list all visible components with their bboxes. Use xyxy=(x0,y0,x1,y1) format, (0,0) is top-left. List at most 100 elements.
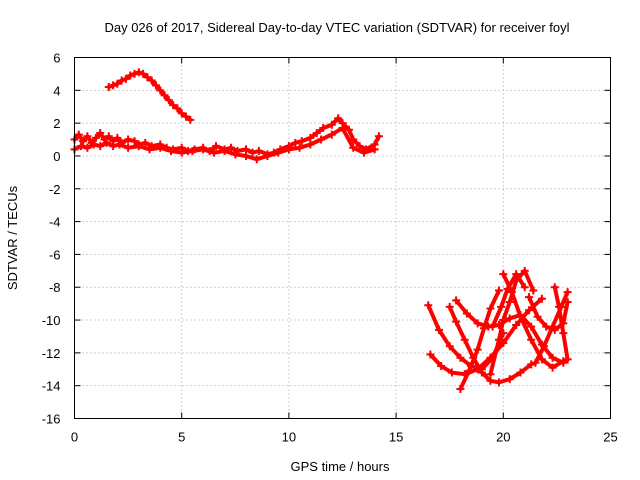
data-point xyxy=(76,142,85,151)
data-point xyxy=(486,304,495,313)
data-point xyxy=(334,114,343,123)
data-point xyxy=(231,150,240,159)
y-tick-label: 6 xyxy=(53,51,60,66)
data-point xyxy=(227,143,236,152)
data-point xyxy=(252,155,261,164)
data-point xyxy=(464,366,473,375)
data-point xyxy=(102,138,111,147)
data-point xyxy=(445,342,454,351)
data-point xyxy=(447,368,456,377)
series-line xyxy=(447,304,534,385)
y-tick-label: -16 xyxy=(42,412,61,427)
data-point xyxy=(248,148,257,157)
data-point xyxy=(555,302,564,311)
data-point xyxy=(533,312,542,321)
data-point xyxy=(452,317,461,326)
x-tick-label: 0 xyxy=(71,430,78,445)
data-point xyxy=(121,74,130,83)
data-point xyxy=(527,360,536,369)
series-sat-j xyxy=(531,288,572,367)
data-point xyxy=(548,322,557,331)
data-point xyxy=(525,293,534,302)
data-point xyxy=(284,145,293,154)
data-point xyxy=(124,143,133,152)
data-point xyxy=(113,79,122,88)
data-point xyxy=(295,143,304,152)
data-point xyxy=(424,301,433,310)
data-point xyxy=(274,148,283,157)
data-point xyxy=(563,355,572,364)
x-tick-label: 15 xyxy=(389,430,403,445)
data-point xyxy=(156,143,165,152)
data-point xyxy=(317,135,326,144)
data-point xyxy=(134,68,143,77)
series-sat-e xyxy=(456,286,504,393)
data-point xyxy=(359,148,368,157)
data-point xyxy=(177,148,186,157)
data-point xyxy=(209,148,218,157)
data-point xyxy=(505,314,514,323)
x-tick-label: 5 xyxy=(178,430,185,445)
data-point xyxy=(151,81,160,90)
chart-title: Day 026 of 2017, Sidereal Day-to-day VTE… xyxy=(104,20,569,35)
data-point xyxy=(499,339,508,348)
data-point xyxy=(495,286,504,295)
y-tick-label: -8 xyxy=(49,280,61,295)
data-point xyxy=(306,140,315,149)
data-point xyxy=(199,145,208,154)
data-point xyxy=(550,283,559,292)
data-point xyxy=(338,124,347,133)
data-point xyxy=(145,145,154,154)
data-point xyxy=(456,353,465,362)
data-point xyxy=(480,324,489,333)
data-point xyxy=(456,384,465,393)
data-point xyxy=(374,132,383,141)
data-point xyxy=(160,91,169,100)
data-point xyxy=(74,130,83,139)
data-point xyxy=(512,320,521,329)
data-point xyxy=(527,335,536,344)
data-point xyxy=(143,73,152,82)
data-point xyxy=(434,325,443,334)
data-point xyxy=(139,69,148,78)
x-tick-label: 20 xyxy=(496,430,510,445)
data-point xyxy=(83,143,92,152)
data-point xyxy=(186,115,195,124)
data-point xyxy=(370,145,379,154)
data-point xyxy=(124,135,133,144)
data-point xyxy=(126,71,135,80)
series-line xyxy=(552,285,570,362)
data-point xyxy=(96,128,105,137)
data-series xyxy=(70,68,572,393)
data-point xyxy=(291,138,300,147)
data-point xyxy=(495,378,504,387)
data-point xyxy=(525,306,534,315)
data-point xyxy=(327,130,336,139)
data-point xyxy=(177,109,186,118)
data-point xyxy=(83,132,92,141)
data-point xyxy=(505,297,514,306)
data-point xyxy=(437,361,446,370)
data-point xyxy=(529,286,538,295)
data-point xyxy=(173,104,182,113)
series-sat-f xyxy=(486,266,538,379)
data-point xyxy=(499,316,508,325)
axis-ticks xyxy=(74,57,611,419)
data-point xyxy=(548,363,557,372)
data-point xyxy=(188,147,197,156)
series-sat-k xyxy=(550,283,572,364)
data-point xyxy=(495,335,504,344)
data-point xyxy=(297,137,306,146)
y-tick-label: -12 xyxy=(42,346,61,361)
data-point xyxy=(263,151,272,160)
y-tick-label: -4 xyxy=(49,215,61,230)
data-point xyxy=(516,312,525,321)
data-point xyxy=(499,270,508,279)
data-point xyxy=(473,319,482,328)
y-tick-label: -2 xyxy=(49,182,61,197)
data-point xyxy=(181,112,190,121)
data-point xyxy=(104,132,113,141)
data-point xyxy=(212,142,221,151)
data-point xyxy=(488,322,497,331)
